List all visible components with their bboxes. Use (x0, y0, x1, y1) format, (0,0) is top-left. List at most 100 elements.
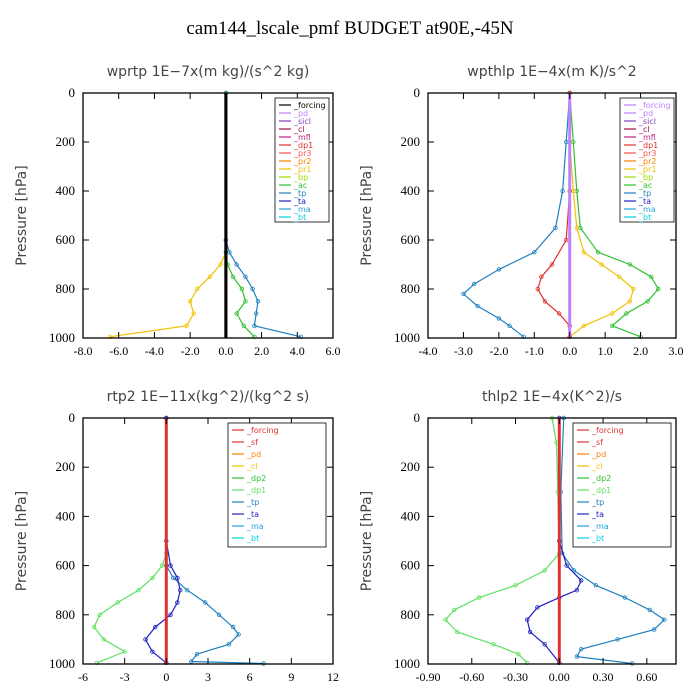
legend-label: _ac (638, 181, 652, 190)
legend-label: _dp2 (246, 474, 266, 483)
series-line (569, 93, 635, 338)
y-axis-label: Pressure [hPa] (14, 165, 30, 265)
series-point (255, 299, 261, 304)
x-tick-label: -0.60 (459, 670, 484, 684)
series-point (243, 299, 248, 304)
panel-wprtp: wprtp 1E−7x(m kg)/(s^2 kg) Pressure [hPa]… (14, 64, 341, 358)
legend-label: _bt (638, 213, 651, 222)
series-point (91, 624, 97, 630)
x-tick-label: 1.0 (598, 344, 613, 358)
series-point (662, 617, 667, 622)
y-axis-label: Pressure [hPa] (359, 491, 375, 591)
x-tick-label: 0.30 (593, 670, 614, 684)
series-point (542, 568, 547, 573)
legend-label: _pr2 (638, 157, 656, 166)
series-point (152, 624, 158, 630)
series-point (527, 629, 533, 635)
series-point (195, 286, 200, 292)
series-point (455, 629, 460, 635)
x-tick-label: 4.0 (290, 344, 305, 358)
series-line (144, 418, 181, 664)
series-point (136, 588, 141, 593)
x-tick-label: 0.0 (218, 344, 233, 358)
series-point (252, 323, 257, 328)
series-point (599, 262, 604, 267)
legend-label: _pr2 (293, 157, 311, 166)
legend-label: _cl (246, 462, 258, 471)
x-tick-label: 0 (163, 670, 169, 684)
series-point (187, 299, 193, 304)
x-tick-label: 3 (205, 670, 211, 684)
y-tick-label: 400 (56, 183, 76, 198)
x-tick-label: -8.0 (74, 344, 93, 358)
series-point (461, 291, 466, 297)
x-tick-label: -0.30 (503, 670, 528, 684)
series-point (581, 323, 587, 328)
legend-label: _ma (246, 522, 264, 531)
x-tick-label: -0.90 (416, 670, 441, 684)
panel-title: thlp2 1E−4x(K^2)/s (482, 389, 622, 405)
panel-wpthlp: wpthlp 1E−4x(m K)/s^2 Pressure [hPa] 0 200 4… (359, 64, 684, 358)
y-tick-label: 1000 (394, 330, 420, 345)
series-point (101, 637, 106, 642)
series-point (631, 286, 636, 292)
series-point (227, 250, 232, 255)
series-point (471, 281, 477, 287)
legend-label: _ta (638, 197, 651, 206)
legend-box (572, 422, 672, 548)
series-point (230, 624, 236, 630)
plot-frame (427, 417, 677, 665)
series-point (535, 286, 540, 292)
legend-label: _dp1 (246, 486, 266, 495)
legend-label: _pr1 (638, 165, 656, 174)
x-tick-label: -3.0 (454, 344, 473, 358)
series-point (234, 311, 239, 316)
y-tick-label: 600 (401, 558, 421, 573)
series-point (216, 612, 222, 617)
series-point (627, 262, 633, 267)
y-tick-label: 1000 (394, 656, 420, 671)
series-line (225, 93, 302, 338)
legend-label: _cl (638, 125, 650, 134)
legend-label: _forcing (246, 426, 279, 435)
series-point (168, 612, 173, 617)
legend-label: _dp1 (591, 486, 611, 495)
y-tick-label: 200 (401, 459, 421, 474)
series-point (622, 595, 628, 600)
legend-label: _ma (638, 205, 656, 214)
legend-label: _forcing (591, 426, 624, 435)
y-tick-label: 1000 (49, 656, 75, 671)
series-line (444, 417, 560, 664)
legend-label: _cl (293, 125, 305, 134)
series-point (97, 612, 102, 617)
series-point (496, 316, 502, 321)
page-title: cam144_lscale_pmf BUDGET at90E,-45N (186, 18, 514, 39)
series-line (462, 92, 571, 338)
series-point (143, 637, 148, 642)
series-point (159, 563, 165, 568)
x-tick-label: 6.0 (326, 344, 341, 358)
series-point (556, 311, 562, 316)
series-point (564, 139, 569, 145)
series-point (610, 311, 615, 316)
x-tick-label: -3 (120, 670, 130, 684)
series-point (553, 225, 558, 230)
series-point (579, 647, 584, 652)
series-point (230, 274, 236, 279)
plot-frame (427, 92, 677, 339)
legend-label: _cl (591, 462, 603, 471)
series-point (150, 649, 155, 654)
x-tick-label: -4.0 (145, 344, 164, 358)
series-point (651, 627, 657, 632)
y-tick-label: 800 (56, 607, 76, 622)
x-tick-label: 6 (247, 670, 253, 684)
series-point (241, 323, 246, 328)
legend-label: _bp (638, 173, 653, 182)
series-point (191, 311, 196, 316)
series-point (574, 654, 579, 659)
legend-label: _pd (246, 450, 261, 459)
series-point (656, 286, 661, 292)
x-tick-label: 2.0 (254, 344, 269, 358)
series-point (175, 575, 180, 581)
